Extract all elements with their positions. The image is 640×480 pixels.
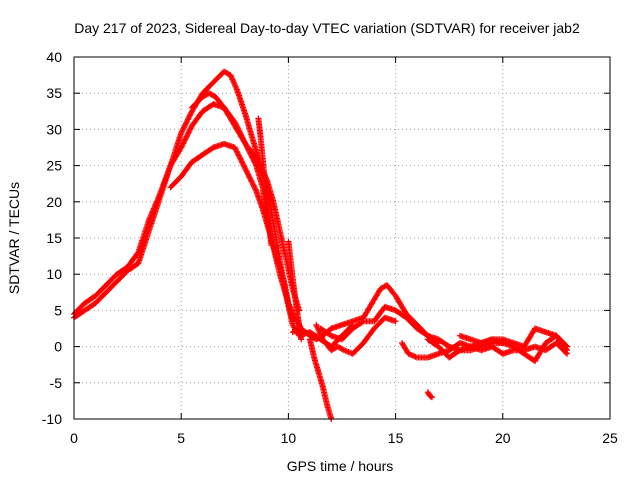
- data-point: [399, 340, 405, 346]
- y-tick-label: 5: [54, 302, 62, 318]
- data-point: [392, 318, 399, 325]
- series-track-4: [168, 140, 296, 325]
- data-point: [564, 350, 571, 357]
- data-point: [184, 116, 191, 123]
- x-tick-label: 0: [70, 430, 78, 446]
- y-tick-label: -10: [42, 411, 62, 427]
- y-tick-label: 40: [46, 49, 62, 65]
- data-point: [298, 336, 305, 343]
- data-point: [359, 319, 366, 326]
- series-track-3: [190, 90, 303, 314]
- y-tick-label: 30: [46, 121, 62, 137]
- x-tick-label: 15: [388, 430, 404, 446]
- x-tick-label: 20: [495, 430, 511, 446]
- data-point: [285, 238, 292, 245]
- series-track-1: [72, 68, 356, 350]
- y-tick-label: 35: [46, 85, 62, 101]
- series-track-5: [255, 117, 275, 249]
- data-point: [313, 321, 320, 328]
- plot-frame: [73, 56, 611, 420]
- series-track-14: [425, 390, 435, 401]
- x-tick-label: 10: [281, 430, 297, 446]
- data-points: [71, 68, 571, 422]
- data-point: [167, 184, 174, 191]
- data-point: [424, 389, 431, 396]
- data-point: [249, 181, 256, 188]
- data-point: [182, 120, 189, 127]
- data-point: [428, 393, 434, 400]
- chart-title: Day 217 of 2023, Sidereal Day-to-day VTE…: [74, 20, 580, 36]
- axis-ticks: 0 5 10 15 20 25 -10 -5 0 5 10 15 20 25 30 35 40: [42, 49, 618, 446]
- y-tick-label: -5: [50, 375, 63, 391]
- data-point: [424, 336, 431, 343]
- data-point: [563, 342, 569, 349]
- y-tick-label: 10: [46, 266, 62, 282]
- data-point: [268, 242, 275, 249]
- series-track-12: [426, 337, 571, 361]
- y-tick-label: 0: [54, 339, 62, 355]
- data-point: [339, 346, 346, 353]
- series-track-9: [318, 303, 506, 354]
- x-axis-label: GPS time / hours: [287, 458, 394, 474]
- data-point: [289, 329, 296, 336]
- x-tick-label: 25: [602, 430, 618, 446]
- data-point: [187, 111, 194, 117]
- series-track-10: [313, 314, 399, 357]
- grid-lines: [74, 57, 610, 419]
- data-point: [563, 349, 569, 356]
- data-point: [238, 158, 245, 165]
- data-point: [289, 318, 296, 325]
- y-axis-label: SDTVAR / TECUs: [6, 182, 22, 294]
- data-point: [254, 158, 261, 165]
- data-point: [564, 343, 571, 350]
- data-point: [184, 130, 191, 137]
- data-point: [243, 167, 250, 174]
- data-point: [178, 130, 185, 136]
- data-point: [255, 115, 262, 122]
- series-track-13: [458, 325, 571, 350]
- x-tick-label: 5: [177, 430, 185, 446]
- y-tick-label: 15: [46, 230, 62, 246]
- series-track-7: [307, 337, 335, 422]
- data-point: [429, 394, 435, 401]
- y-tick-label: 25: [46, 158, 62, 174]
- y-tick-label: 20: [46, 194, 62, 210]
- data-point: [456, 332, 463, 339]
- data-point: [188, 104, 195, 111]
